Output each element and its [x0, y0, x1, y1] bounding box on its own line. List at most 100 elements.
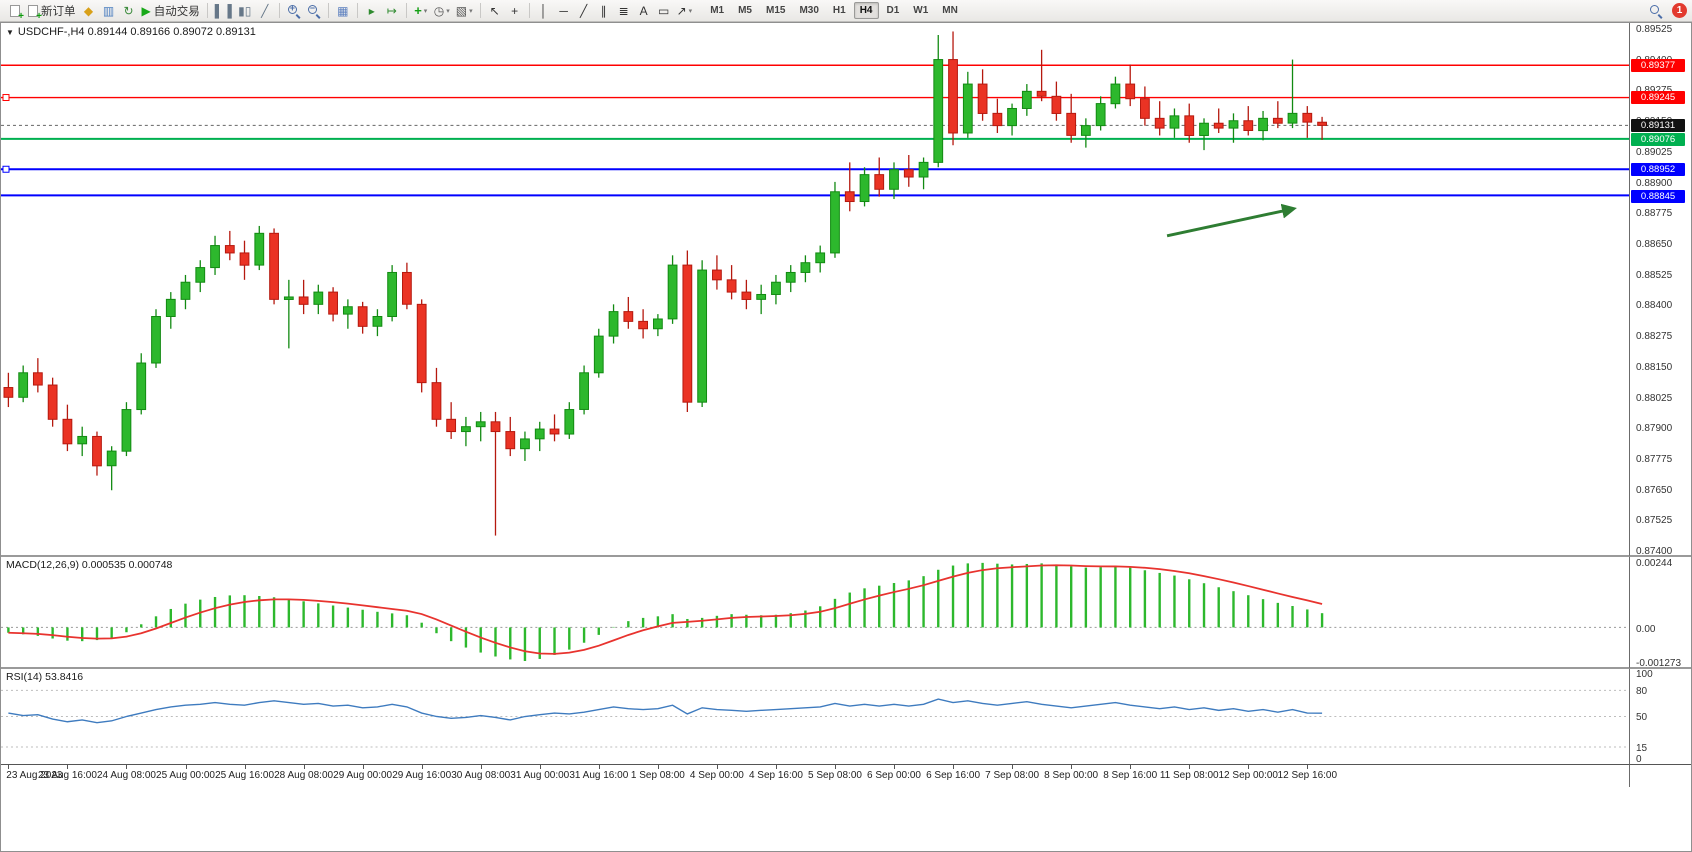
time-axis-label: 30 Aug 08:00: [451, 770, 511, 781]
time-tick: [67, 765, 69, 769]
candlestick-chart-icon[interactable]: ▮▯: [236, 2, 254, 20]
rsi-tick-label: 15: [1636, 742, 1648, 754]
tile-windows-icon: ▦: [337, 3, 349, 18]
tile-windows-icon[interactable]: ▦: [334, 2, 352, 20]
zoom-in-icon[interactable]: +: [285, 2, 303, 20]
cursor-icon[interactable]: ↖: [486, 2, 504, 20]
rsi-label: RSI(14) 53.8416: [6, 671, 83, 683]
collapse-arrow-icon[interactable]: ▼: [6, 27, 14, 37]
time-axis-label: 23 Aug 2023: [6, 770, 63, 781]
periods-icon[interactable]: ◷ ▾: [432, 2, 452, 20]
time-tick: [1189, 765, 1191, 769]
templates-icon[interactable]: ▧ ▾: [454, 2, 475, 20]
time-axis-label: 12 Sep 00:00: [1218, 770, 1279, 781]
price-tick-label: 0.87775: [1636, 453, 1673, 465]
dropdown-arrow-icon: ▾: [423, 7, 428, 15]
rsi-value: 53.8416: [45, 671, 84, 683]
auto-trading-label: 自动交易: [153, 5, 200, 18]
macd-values: 0.000535 0.000748: [81, 559, 173, 571]
text-icon[interactable]: A: [635, 2, 653, 20]
time-tick: [539, 765, 541, 769]
time-axis-label: 29 Aug 16:00: [392, 770, 452, 781]
refresh-icon[interactable]: ↻: [120, 2, 138, 20]
indicators-icon: +: [414, 3, 422, 18]
text-label-icon[interactable]: ▭: [655, 2, 673, 20]
chart-shift-icon: ↦: [386, 3, 397, 18]
time-tick: [421, 765, 423, 769]
indicators-icon[interactable]: + ▾: [412, 2, 430, 20]
symbol-ohlc-text: USDCHF-,H4 0.89144 0.89166 0.89072 0.891…: [17, 26, 256, 38]
macd-title: MACD(12,26,9): [6, 559, 79, 571]
timeframe-mn[interactable]: MN: [942, 5, 958, 16]
search-button[interactable]: [1647, 2, 1665, 20]
new-order-button[interactable]: 新订单: [26, 2, 78, 22]
price-tick-label: 0.87400: [1636, 546, 1673, 557]
time-tick: [1071, 765, 1073, 769]
horizontal-line-icon[interactable]: ─: [555, 2, 573, 20]
line-handle[interactable]: [2, 94, 10, 102]
crosshair-icon[interactable]: +: [506, 2, 524, 20]
macd-chart: [1, 562, 1629, 662]
fibonacci-icon: ≣: [618, 3, 629, 18]
equidistant-channel-icon[interactable]: ∥: [595, 2, 613, 20]
timeframe-m1[interactable]: M1: [710, 5, 725, 16]
time-axis-label: 31 Aug 16:00: [569, 770, 629, 781]
rsi-chart: [1, 689, 1629, 748]
main-toolbar: 新订单◆▥↻▶自动交易▌▐▮▯╱+−▦▸↦+▾◷▾▧▾↖+│─╱∥≣A▭↗▾ M…: [0, 0, 1692, 22]
trend-arrow[interactable]: [1166, 203, 1297, 238]
bar-chart-icon[interactable]: ▌▐: [213, 2, 234, 20]
chart-shift-icon[interactable]: ↦: [383, 2, 401, 20]
price-axis: 0.895250.894000.892750.891500.890250.889…: [1629, 23, 1691, 557]
timeframe-h1[interactable]: H1: [832, 5, 846, 16]
market-watch-icon: ◆: [83, 3, 94, 18]
rsi-tick-label: 0: [1636, 754, 1642, 765]
time-tick: [480, 765, 482, 769]
time-axis: 23 Aug 2023 23 Aug 16:00 24 Aug 08:00 25 Au…: [1, 765, 1629, 787]
auto-scroll-icon[interactable]: ▸: [363, 2, 381, 20]
time-axis-label: 1 Sep 08:00: [630, 770, 685, 781]
time-axis-label: 28 Aug 08:00: [274, 770, 334, 781]
time-tick: [8, 765, 10, 769]
crosshair-icon: +: [511, 3, 519, 18]
notification-badge[interactable]: 1: [1672, 3, 1687, 18]
toolbar-items: 新订单◆▥↻▶自动交易▌▐▮▯╱+−▦▸↦+▾◷▾▧▾↖+│─╱∥≣A▭↗▾: [5, 0, 695, 22]
price-tick-label: 0.88900: [1636, 177, 1673, 189]
toolbar-separator: [278, 3, 280, 18]
auto-trading-button[interactable]: ▶ 自动交易: [140, 2, 202, 20]
dropdown-arrow-icon: ▾: [469, 7, 473, 15]
data-window-icon[interactable]: ▥: [100, 2, 118, 20]
arrows-icon[interactable]: ↗ ▾: [675, 2, 695, 20]
line-chart-icon[interactable]: ╱: [256, 2, 274, 20]
price-badge: 0.89377: [1631, 58, 1685, 72]
window-bottom-filler: [1, 787, 1629, 851]
time-axis-label: 7 Sep 08:00: [985, 770, 1040, 781]
time-tick: [598, 765, 600, 769]
fibonacci-icon[interactable]: ≣: [615, 2, 633, 20]
line-handle[interactable]: [2, 165, 10, 173]
timeframe-d1[interactable]: D1: [886, 5, 900, 16]
time-tick: [1012, 765, 1014, 769]
vertical-line-icon[interactable]: │: [535, 2, 553, 20]
macd-label: MACD(12,26,9) 0.000535 0.000748: [6, 559, 172, 571]
time-axis-corner: [1629, 765, 1691, 787]
toolbar-separator: [356, 3, 358, 18]
cursor-icon: ↖: [489, 3, 500, 18]
timeframe-w1[interactable]: W1: [913, 5, 929, 16]
toolbar-separator: [479, 3, 481, 18]
auto-scroll-icon: ▸: [368, 3, 375, 18]
price-tick-label: 0.89275: [1636, 85, 1672, 96]
horizontal-line-icon: ─: [559, 3, 568, 18]
trendline-icon[interactable]: ╱: [575, 2, 593, 20]
timeframe-m5[interactable]: M5: [738, 5, 752, 16]
timeframe-m15[interactable]: M15: [766, 5, 786, 16]
timeframe-m30[interactable]: M30: [799, 5, 819, 16]
search-icon: [1649, 4, 1663, 18]
new-order-icon: [28, 4, 42, 22]
arrows-icon: ↗: [676, 3, 687, 18]
time-tick: [1248, 765, 1250, 769]
zoom-out-icon[interactable]: −: [305, 2, 323, 20]
timeframe-h4[interactable]: H4: [853, 2, 879, 19]
new-chart-icon[interactable]: [6, 2, 24, 22]
market-watch-icon[interactable]: ◆: [80, 2, 98, 20]
templates-icon: ▧: [455, 3, 468, 18]
